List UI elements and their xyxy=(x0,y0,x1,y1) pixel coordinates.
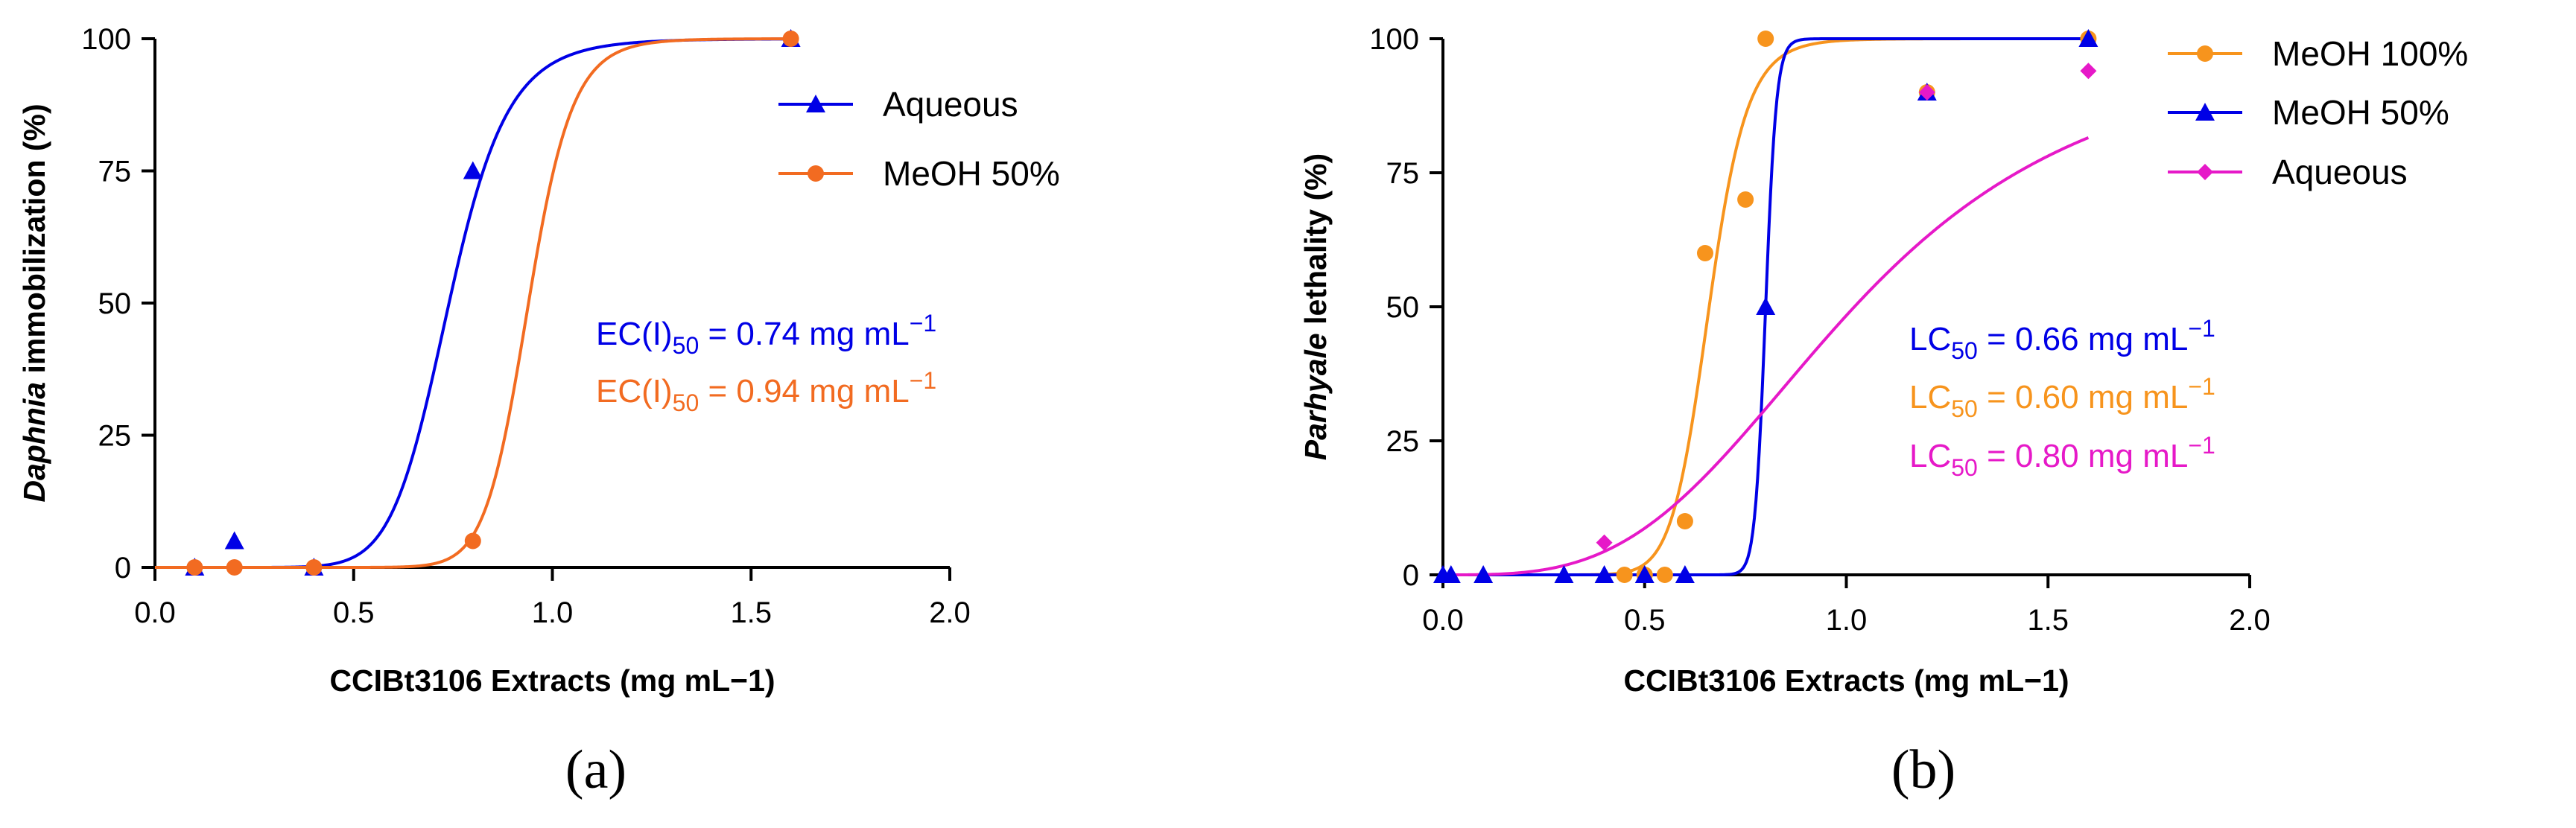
x-tick-label: 0.0 xyxy=(134,596,176,629)
data-point xyxy=(1757,31,1774,47)
annotation-sub: 50 xyxy=(1951,454,1978,481)
annotation-value: = 0.60 mg mL xyxy=(1978,379,2188,415)
legend-marker xyxy=(808,165,824,182)
y-tick-label: 100 xyxy=(1369,23,1419,56)
annotation-sub: 50 xyxy=(673,389,699,416)
annotation-sub: 50 xyxy=(1951,337,1978,364)
x-tick-label: 0.5 xyxy=(333,596,375,629)
y-axis-title-rest: immobilization (%) xyxy=(17,104,51,382)
x-axis-title: CCIBt3106 Extracts (mg mL−1) xyxy=(1623,663,2069,698)
x-tick-label: 0.5 xyxy=(1624,604,1666,637)
y-tick-label: 75 xyxy=(1386,157,1420,190)
annotation: LC50 = 0.80 mg mL−1 xyxy=(1909,432,2215,481)
series-1 xyxy=(186,31,799,576)
y-axis-title-rest: lethality (%) xyxy=(1298,153,1333,333)
series-2 xyxy=(1596,63,2097,551)
data-point xyxy=(186,559,203,576)
legend-marker xyxy=(2195,103,2215,121)
x-tick-label: 0.0 xyxy=(1422,604,1464,637)
series-1 xyxy=(1433,29,2098,584)
annotation: EC(I)50 = 0.74 mg mL−1 xyxy=(596,310,936,359)
annotation-sup: −1 xyxy=(910,310,936,337)
annotation-sup: −1 xyxy=(2188,373,2215,400)
y-tick-label: 0 xyxy=(115,552,131,585)
legend-marker xyxy=(806,95,825,113)
y-tick-label: 75 xyxy=(98,156,132,188)
y-tick-label: 50 xyxy=(98,287,132,320)
legend-label: Aqueous xyxy=(2272,153,2408,191)
legend-marker xyxy=(2197,45,2213,62)
x-tick-label: 1.0 xyxy=(532,596,574,629)
data-point xyxy=(463,161,483,179)
legend-label: MeOH 100% xyxy=(2272,34,2468,73)
data-point xyxy=(1596,534,1613,551)
annotation-prefix: LC xyxy=(1909,321,1951,357)
legend-label: MeOH 50% xyxy=(883,154,1060,193)
data-point xyxy=(1676,513,1693,529)
data-point xyxy=(1918,84,1935,101)
x-tick-label: 2.0 xyxy=(929,596,971,629)
data-point xyxy=(1656,567,1673,583)
data-point xyxy=(1616,567,1633,583)
annotation-sup: −1 xyxy=(2188,432,2215,459)
data-point xyxy=(1441,565,1461,584)
y-tick-label: 25 xyxy=(98,420,132,453)
y-tick-label: 25 xyxy=(1386,425,1420,458)
data-point xyxy=(305,559,323,576)
annotation-value: = 0.66 mg mL xyxy=(1978,321,2188,357)
series-0 xyxy=(185,29,801,576)
annotation-prefix: EC(I) xyxy=(596,373,673,410)
data-point xyxy=(464,532,481,550)
y-axis-title: Parhyale lethality (%) xyxy=(1298,153,1333,460)
x-tick-label: 1.0 xyxy=(1826,604,1868,637)
panel-label: (a) xyxy=(565,739,626,800)
annotation: LC50 = 0.66 mg mL−1 xyxy=(1909,315,2215,364)
data-point xyxy=(1696,245,1713,261)
legend-label: Aqueous xyxy=(883,85,1018,124)
data-point xyxy=(226,559,243,576)
annotation-value: = 0.94 mg mL xyxy=(699,373,909,410)
panel-label: (b) xyxy=(1891,739,1955,800)
annotation-value: = 0.80 mg mL xyxy=(1978,438,2188,474)
legend-marker xyxy=(2197,164,2213,180)
y-axis-title: Daphnia immobilization (%) xyxy=(17,104,51,502)
annotation-sub: 50 xyxy=(673,332,699,359)
fit-curve-0 xyxy=(155,37,791,569)
fit-curve-2 xyxy=(1443,136,2090,576)
data-point xyxy=(1473,565,1494,584)
annotation-sup: −1 xyxy=(2188,315,2215,342)
annotation-prefix: LC xyxy=(1909,379,1951,415)
annotation-value: = 0.74 mg mL xyxy=(699,316,909,352)
data-point xyxy=(1634,565,1655,584)
x-tick-label: 1.5 xyxy=(730,596,772,629)
y-tick-label: 100 xyxy=(81,23,131,56)
annotation: EC(I)50 = 0.94 mg mL−1 xyxy=(596,367,936,416)
data-point xyxy=(1554,565,1574,584)
legend-label: MeOH 50% xyxy=(2272,93,2449,132)
data-point xyxy=(2080,63,2097,80)
y-tick-label: 50 xyxy=(1386,291,1420,324)
annotation-sup: −1 xyxy=(910,367,936,394)
data-point xyxy=(782,31,799,47)
data-point xyxy=(1756,297,1776,316)
data-point xyxy=(224,531,244,550)
annotation-prefix: EC(I) xyxy=(596,316,673,352)
y-axis-title-italic: Parhyale xyxy=(1298,333,1333,460)
annotation: LC50 = 0.60 mg mL−1 xyxy=(1909,373,2215,422)
x-tick-label: 2.0 xyxy=(2229,604,2271,637)
annotation-prefix: LC xyxy=(1909,438,1951,474)
fit-curve-1 xyxy=(155,37,791,569)
chart-panel-a: 0.0 0.5 1.0 1.5 2.0 0 25 50 75 100 CCIBt3106 Extra… xyxy=(17,23,1060,800)
x-axis-title: CCIBt3106 Extracts (mg mL−1) xyxy=(329,663,775,698)
y-tick-label: 0 xyxy=(1403,559,1419,592)
y-axis-title-italic: Daphnia xyxy=(17,382,51,503)
data-point xyxy=(1594,565,1614,584)
x-tick-label: 1.5 xyxy=(2027,604,2069,637)
chart-panel-b: 0.0 0.5 1.0 1.5 2.0 0 25 50 75 100 CCIBt3106 Extra… xyxy=(1298,23,2468,800)
data-point xyxy=(2078,29,2098,48)
annotation-sub: 50 xyxy=(1951,395,1978,422)
data-point xyxy=(1675,565,1695,584)
data-point xyxy=(1737,191,1754,208)
